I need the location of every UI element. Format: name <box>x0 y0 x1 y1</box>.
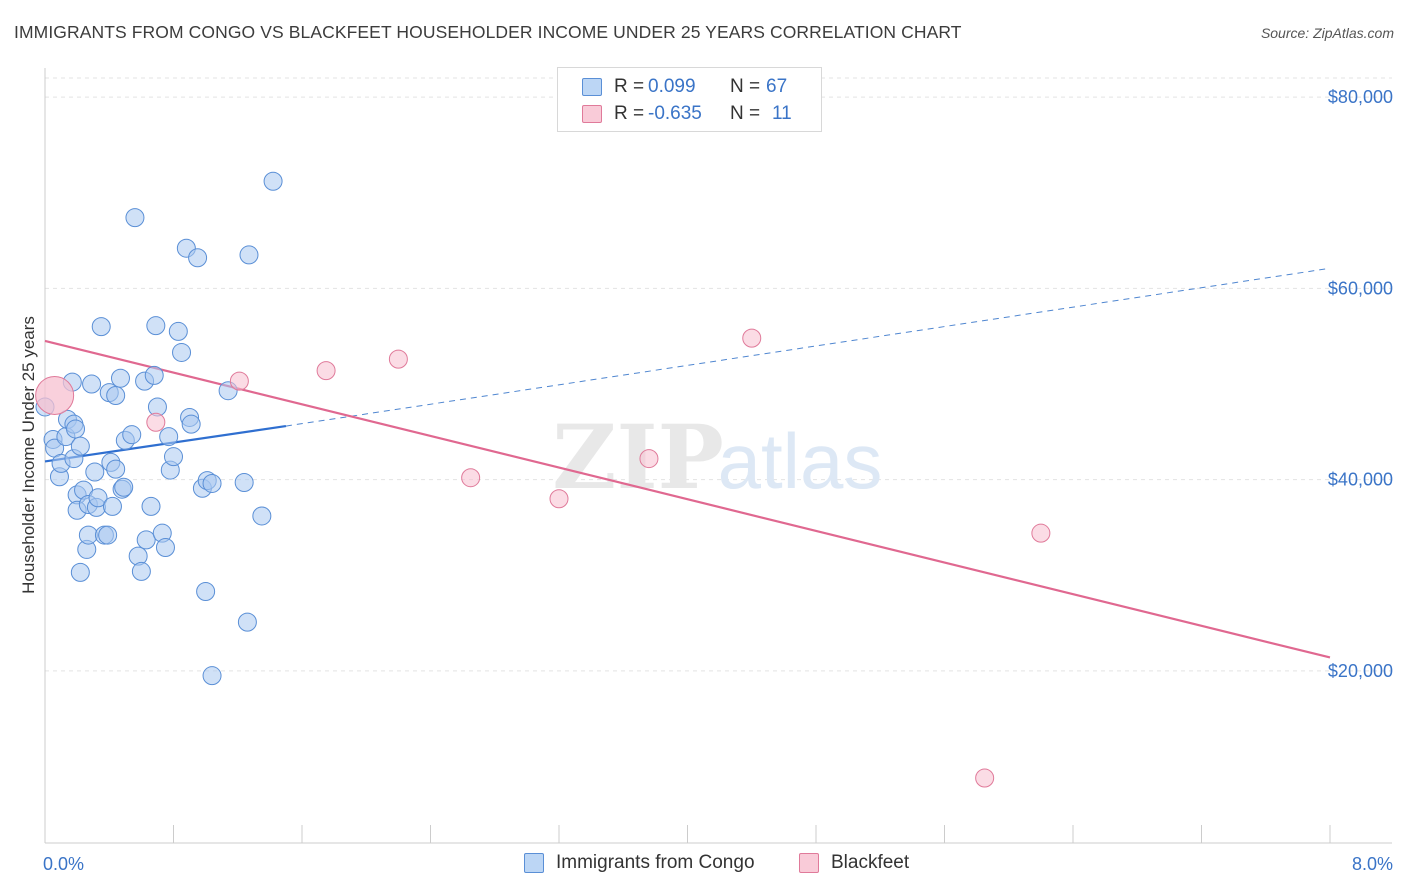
watermark: ZIP atlas <box>552 405 882 509</box>
legend-label-blackfeet: Blackfeet <box>831 852 910 873</box>
legend-swatch-congo <box>582 78 602 96</box>
point-congo <box>188 248 208 268</box>
point-congo <box>110 368 130 388</box>
point-congo <box>155 538 175 558</box>
legend-n-value: 67 <box>766 76 788 97</box>
point-blackfeet <box>1031 523 1051 543</box>
point-congo <box>88 488 108 508</box>
legend-r-value: -0.635 <box>648 103 702 124</box>
point-congo <box>102 496 122 516</box>
point-congo <box>141 496 161 516</box>
point-congo <box>82 374 102 394</box>
point-congo <box>70 436 90 456</box>
point-congo <box>196 582 216 602</box>
legend-row-congo: R = 0.099 N = 67 <box>582 75 787 99</box>
chart-title: IMMIGRANTS FROM CONGO VS BLACKFEET HOUSE… <box>14 22 962 42</box>
x-tick-label: 0.0% <box>43 854 84 874</box>
legend-n-value: 11 <box>772 103 792 124</box>
point-congo <box>98 525 118 545</box>
point-congo <box>106 385 126 405</box>
legend-r-label: R = <box>614 76 645 97</box>
point-congo <box>146 316 166 336</box>
legend-item-blackfeet: Blackfeet <box>799 852 909 874</box>
point-blackfeet <box>975 768 995 788</box>
watermark-atlas: atlas <box>718 417 883 505</box>
trend-line-blackfeet <box>44 339 1331 659</box>
point-blackfeet <box>316 361 336 381</box>
series-legend: Immigrants from Congo Blackfeet <box>0 852 1406 878</box>
point-blackfeet <box>461 468 481 488</box>
tick-labels: $20,000 $40,000 $60,000 $80,000 0.0% 8.0% <box>43 87 1393 874</box>
point-congo <box>164 447 183 467</box>
point-congo <box>70 562 90 582</box>
grid-lines <box>45 77 1392 672</box>
point-congo <box>78 525 98 545</box>
point-congo <box>91 317 111 337</box>
legend-swatch-blackfeet <box>582 105 602 123</box>
point-congo <box>239 245 259 265</box>
axes <box>44 68 1392 844</box>
legend-label-congo: Immigrants from Congo <box>556 852 755 873</box>
y-axis-label: Householder Income Under 25 years <box>19 316 38 594</box>
point-congo <box>237 612 257 632</box>
point-congo <box>85 462 105 482</box>
point-congo <box>131 561 151 581</box>
point-congo <box>136 530 156 550</box>
legend-n-label: N = <box>730 76 761 97</box>
trend-line-congo-extension <box>285 267 1331 427</box>
point-blackfeet <box>146 412 166 432</box>
point-congo <box>202 473 222 493</box>
y-tick-label: $40,000 <box>1328 470 1393 490</box>
point-congo <box>263 171 283 191</box>
legend-n-label: N = <box>730 103 761 124</box>
y-tick-label: $20,000 <box>1328 661 1393 681</box>
legend-r-value: 0.099 <box>648 76 696 97</box>
point-blackfeet <box>639 449 659 469</box>
point-congo <box>202 666 222 686</box>
point-congo <box>106 459 126 479</box>
y-tick-label: $80,000 <box>1328 87 1393 107</box>
point-congo <box>172 342 192 362</box>
point-blackfeet <box>388 349 408 369</box>
point-congo <box>125 208 145 228</box>
point-blackfeet <box>229 371 249 391</box>
stats-legend: R = 0.099 N = 67 R = -0.635 N = 11 <box>557 67 822 132</box>
point-congo <box>66 419 86 439</box>
data-points <box>35 171 1051 788</box>
point-congo <box>159 427 179 447</box>
point-blackfeet <box>549 489 569 509</box>
legend-r-label: R = <box>614 103 645 124</box>
legend-swatch-blackfeet <box>799 853 819 873</box>
point-congo <box>234 472 254 492</box>
source-label: Source: ZipAtlas.com <box>1260 25 1394 41</box>
point-blackfeet <box>742 328 762 348</box>
y-tick-label: $60,000 <box>1328 278 1393 298</box>
point-blackfeet <box>35 375 75 415</box>
point-congo <box>168 321 188 341</box>
legend-row-blackfeet: R = -0.635 N = 11 <box>582 102 792 126</box>
legend-swatch-congo <box>524 853 544 873</box>
point-congo <box>252 506 272 526</box>
legend-item-congo: Immigrants from Congo <box>524 852 755 874</box>
point-congo <box>122 425 142 445</box>
x-tick-label: 8.0% <box>1352 854 1393 874</box>
point-congo <box>144 365 164 385</box>
watermark-zip: ZIP <box>552 405 724 509</box>
point-congo <box>181 414 201 434</box>
point-congo <box>114 477 134 497</box>
point-congo <box>128 546 148 566</box>
